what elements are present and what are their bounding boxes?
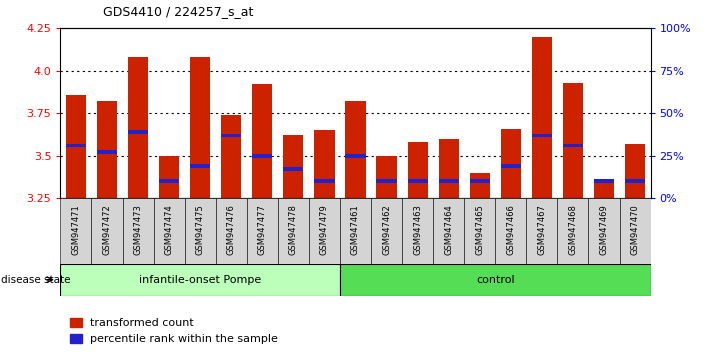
Bar: [407, 179, 428, 183]
Bar: [185, 198, 215, 264]
Bar: [346, 101, 365, 198]
Legend: transformed count, percentile rank within the sample: transformed count, percentile rank withi…: [66, 313, 283, 348]
Bar: [66, 95, 86, 198]
Bar: [407, 142, 428, 198]
Bar: [594, 179, 614, 183]
Text: GSM947473: GSM947473: [134, 204, 143, 255]
Text: GSM947472: GSM947472: [102, 204, 112, 255]
Bar: [346, 154, 365, 158]
Bar: [376, 156, 397, 198]
Bar: [66, 144, 86, 147]
Bar: [215, 198, 247, 264]
Text: GDS4410 / 224257_s_at: GDS4410 / 224257_s_at: [103, 5, 253, 18]
Bar: [496, 198, 526, 264]
Bar: [60, 264, 340, 296]
Bar: [60, 198, 92, 264]
Text: GSM947477: GSM947477: [258, 204, 267, 255]
Text: GSM947476: GSM947476: [227, 204, 236, 255]
Bar: [589, 198, 619, 264]
Bar: [159, 156, 179, 198]
Bar: [97, 150, 117, 154]
Text: GSM947479: GSM947479: [320, 204, 329, 255]
Text: disease state: disease state: [1, 275, 70, 285]
Bar: [501, 164, 521, 168]
Text: GSM947464: GSM947464: [444, 204, 453, 255]
Bar: [252, 84, 272, 198]
Bar: [439, 179, 459, 183]
Bar: [128, 57, 148, 198]
Bar: [501, 129, 521, 198]
Bar: [190, 164, 210, 168]
Text: GSM947461: GSM947461: [351, 204, 360, 255]
Bar: [92, 198, 122, 264]
Bar: [252, 154, 272, 158]
Text: GSM947471: GSM947471: [72, 204, 80, 255]
Text: GSM947469: GSM947469: [599, 204, 609, 255]
Bar: [563, 83, 583, 198]
Bar: [526, 198, 557, 264]
Bar: [371, 198, 402, 264]
Bar: [154, 198, 185, 264]
Text: GSM947462: GSM947462: [382, 204, 391, 255]
Bar: [221, 115, 241, 198]
Text: GSM947463: GSM947463: [413, 204, 422, 255]
Text: GSM947478: GSM947478: [289, 204, 298, 255]
Bar: [309, 198, 340, 264]
Text: GSM947465: GSM947465: [475, 204, 484, 255]
Text: GSM947466: GSM947466: [506, 204, 515, 255]
Bar: [557, 198, 589, 264]
Bar: [340, 198, 371, 264]
Bar: [128, 130, 148, 134]
Text: GSM947468: GSM947468: [568, 204, 577, 255]
Bar: [532, 37, 552, 198]
Text: GSM947470: GSM947470: [631, 204, 639, 255]
Text: GSM947474: GSM947474: [165, 204, 173, 255]
Bar: [532, 133, 552, 137]
Bar: [470, 179, 490, 183]
Text: control: control: [476, 275, 515, 285]
Bar: [439, 139, 459, 198]
Bar: [470, 173, 490, 198]
Bar: [464, 198, 496, 264]
Bar: [625, 144, 645, 198]
Bar: [402, 198, 433, 264]
Bar: [594, 181, 614, 198]
Bar: [314, 179, 335, 183]
Bar: [97, 101, 117, 198]
Bar: [625, 179, 645, 183]
Bar: [340, 264, 651, 296]
Text: GSM947475: GSM947475: [196, 204, 205, 255]
Bar: [314, 130, 335, 198]
Bar: [278, 198, 309, 264]
Bar: [159, 179, 179, 183]
Bar: [221, 133, 241, 137]
Bar: [283, 135, 304, 198]
Bar: [283, 167, 304, 171]
Bar: [190, 57, 210, 198]
Bar: [433, 198, 464, 264]
Text: infantile-onset Pompe: infantile-onset Pompe: [139, 275, 262, 285]
Bar: [376, 179, 397, 183]
Bar: [563, 144, 583, 147]
Bar: [247, 198, 278, 264]
Bar: [619, 198, 651, 264]
Bar: [122, 198, 154, 264]
Text: GSM947467: GSM947467: [538, 204, 546, 255]
